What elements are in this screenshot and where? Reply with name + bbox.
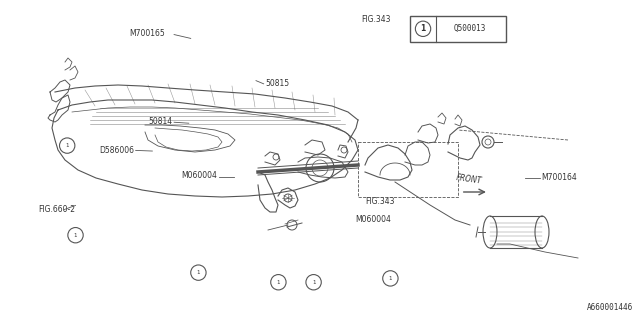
Text: 1: 1 [74, 233, 77, 238]
Text: FIG.660-2: FIG.660-2 [38, 205, 76, 214]
Bar [410, 16, 506, 42]
Text: 1: 1 [276, 280, 280, 285]
Text: M060004: M060004 [355, 215, 391, 224]
Text: 1: 1 [420, 24, 426, 33]
Text: 1: 1 [196, 270, 200, 275]
Text: 50815: 50815 [266, 79, 290, 88]
Text: M700164: M700164 [541, 173, 577, 182]
Text: 1: 1 [65, 143, 69, 148]
Text: A660001446: A660001446 [588, 303, 634, 312]
Text: M700165: M700165 [129, 29, 165, 38]
Text: 50814: 50814 [148, 117, 173, 126]
Text: 1: 1 [312, 280, 316, 285]
Text: M060004: M060004 [182, 172, 218, 180]
Text: D586006: D586006 [99, 146, 134, 155]
Text: Q500013: Q500013 [454, 24, 486, 33]
Bar [358, 142, 458, 197]
Text: FIG.343: FIG.343 [365, 197, 394, 206]
Text: 1: 1 [388, 276, 392, 281]
Text: FRONT: FRONT [456, 173, 483, 186]
Text: FIG.343: FIG.343 [362, 15, 391, 24]
